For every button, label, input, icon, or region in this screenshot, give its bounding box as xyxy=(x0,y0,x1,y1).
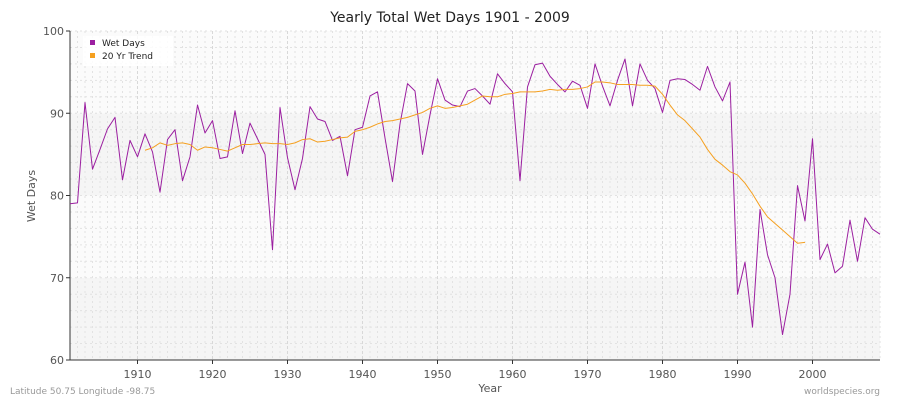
x-tick-label: 1930 xyxy=(274,368,302,381)
x-tick-label: 2000 xyxy=(799,368,827,381)
legend: Wet Days 20 Yr Trend xyxy=(83,36,173,66)
chart-title: Yearly Total Wet Days 1901 - 2009 xyxy=(329,10,570,26)
plot-band xyxy=(70,113,880,196)
x-tick-label: 1920 xyxy=(199,368,227,381)
y-tick-label: 80 xyxy=(50,190,64,203)
x-tick-label: 1910 xyxy=(124,368,152,381)
series-line-wet-days xyxy=(69,58,881,335)
y-tick-label: 70 xyxy=(50,272,64,285)
x-tick-label: 1990 xyxy=(724,368,752,381)
x-tick-label: 1970 xyxy=(574,368,602,381)
axes: 60 70 80 90 100 1910 1920 1930 1940 1950 1960 1970 1… xyxy=(43,25,880,381)
legend-swatch-wet-days xyxy=(90,40,95,45)
y-tick-label: 60 xyxy=(50,354,64,367)
series-layer xyxy=(69,58,881,335)
series-line-trend xyxy=(144,81,806,244)
legend-box xyxy=(83,36,173,66)
legend-swatch-trend xyxy=(90,53,95,58)
x-tick-label: 1950 xyxy=(424,368,452,381)
y-axis-label: Wet Days xyxy=(25,170,38,223)
x-tick-label: 1940 xyxy=(349,368,377,381)
y-tick-label: 90 xyxy=(50,107,64,120)
footer-location: Latitude 50.75 Longitude -98.75 xyxy=(10,387,155,397)
x-tick-label: 1960 xyxy=(499,368,527,381)
legend-label-trend: 20 Yr Trend xyxy=(102,52,153,62)
y-tick-label: 100 xyxy=(43,25,64,38)
footer-site: worldspecies.org xyxy=(804,387,880,397)
x-tick-label: 1980 xyxy=(649,368,677,381)
x-axis-label: Year xyxy=(477,382,502,395)
legend-label-wet-days: Wet Days xyxy=(102,39,145,49)
